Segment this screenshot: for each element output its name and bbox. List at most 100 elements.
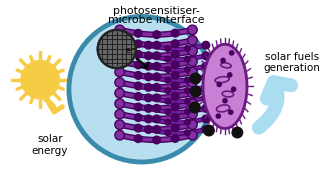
Circle shape [134, 93, 142, 100]
Circle shape [153, 126, 161, 133]
Circle shape [171, 50, 179, 58]
Circle shape [202, 62, 210, 70]
Circle shape [189, 37, 196, 44]
Circle shape [171, 61, 179, 69]
Circle shape [190, 102, 200, 113]
Circle shape [153, 115, 161, 123]
Circle shape [145, 62, 152, 70]
Circle shape [189, 58, 196, 65]
Circle shape [134, 50, 142, 58]
Circle shape [171, 82, 179, 90]
Circle shape [165, 46, 171, 51]
Circle shape [189, 100, 196, 107]
Circle shape [145, 73, 152, 81]
Circle shape [153, 105, 161, 112]
Circle shape [232, 87, 236, 91]
Circle shape [171, 135, 179, 142]
Circle shape [116, 26, 123, 33]
Circle shape [134, 124, 142, 132]
Circle shape [69, 16, 214, 162]
Circle shape [145, 115, 152, 123]
Circle shape [202, 73, 210, 81]
Circle shape [165, 67, 171, 72]
Circle shape [116, 79, 123, 86]
Circle shape [188, 130, 197, 140]
Circle shape [115, 57, 124, 66]
Circle shape [188, 109, 197, 119]
Circle shape [188, 25, 197, 35]
Circle shape [171, 29, 179, 37]
Circle shape [189, 90, 196, 96]
Circle shape [116, 132, 123, 139]
Circle shape [165, 77, 171, 83]
Circle shape [116, 69, 123, 75]
Circle shape [202, 105, 210, 112]
Circle shape [202, 41, 210, 49]
Circle shape [228, 73, 232, 77]
Circle shape [188, 99, 197, 108]
Circle shape [134, 135, 142, 143]
Circle shape [184, 98, 190, 104]
Circle shape [115, 36, 124, 45]
Circle shape [188, 57, 197, 66]
Circle shape [115, 130, 124, 140]
Circle shape [134, 40, 142, 48]
Circle shape [153, 41, 161, 49]
Circle shape [116, 58, 123, 65]
Circle shape [153, 73, 161, 81]
Circle shape [153, 84, 161, 91]
Circle shape [184, 46, 190, 51]
Circle shape [184, 130, 190, 136]
Circle shape [203, 125, 214, 136]
Circle shape [189, 132, 196, 139]
Circle shape [189, 69, 196, 75]
Circle shape [134, 61, 142, 69]
Circle shape [189, 26, 196, 33]
Circle shape [116, 37, 123, 44]
Circle shape [165, 109, 171, 115]
Circle shape [165, 119, 171, 125]
Circle shape [202, 94, 210, 102]
Text: photosensitiser-: photosensitiser- [113, 6, 199, 16]
Circle shape [145, 94, 152, 102]
Circle shape [191, 86, 201, 97]
Circle shape [116, 121, 123, 128]
Circle shape [115, 46, 124, 56]
Circle shape [230, 51, 234, 55]
Circle shape [116, 100, 123, 107]
Circle shape [188, 46, 197, 56]
Circle shape [217, 82, 221, 87]
Circle shape [188, 36, 197, 45]
Circle shape [184, 56, 190, 62]
Text: solar
energy: solar energy [32, 134, 68, 156]
Circle shape [165, 98, 171, 104]
Circle shape [184, 109, 190, 115]
Circle shape [134, 82, 142, 90]
Circle shape [171, 103, 179, 111]
Circle shape [145, 105, 152, 112]
Circle shape [223, 99, 227, 103]
Circle shape [115, 78, 124, 87]
Circle shape [116, 48, 123, 54]
Circle shape [165, 56, 171, 62]
Circle shape [145, 41, 152, 49]
Circle shape [153, 31, 161, 39]
Circle shape [134, 114, 142, 121]
Circle shape [189, 121, 196, 128]
Circle shape [232, 127, 243, 138]
Circle shape [145, 84, 152, 91]
Circle shape [184, 88, 190, 93]
Circle shape [21, 60, 59, 99]
Circle shape [171, 124, 179, 132]
Circle shape [116, 111, 123, 118]
Circle shape [171, 40, 179, 47]
Circle shape [115, 99, 124, 108]
Circle shape [188, 67, 197, 77]
Circle shape [184, 77, 190, 83]
Circle shape [189, 111, 196, 118]
Circle shape [171, 114, 179, 121]
Circle shape [153, 94, 161, 102]
Circle shape [189, 79, 196, 86]
Circle shape [115, 109, 124, 119]
Circle shape [190, 73, 201, 84]
